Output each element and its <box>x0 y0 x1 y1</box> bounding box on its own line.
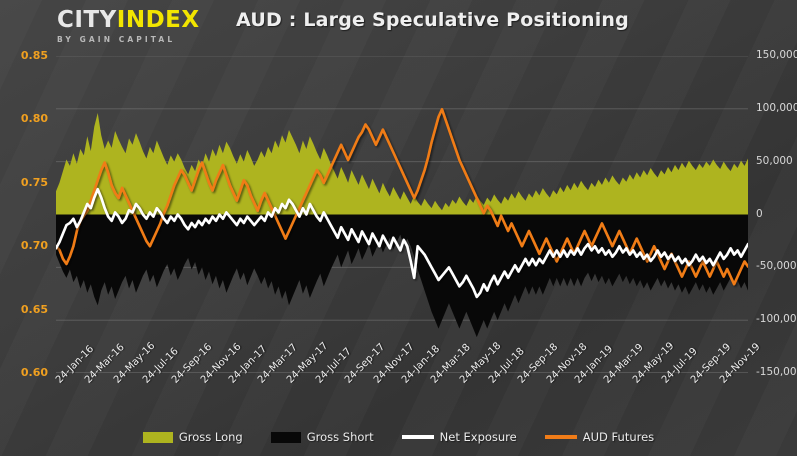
page-title: AUD : Large Speculative Positioning <box>236 9 629 31</box>
y-axis-right-tick: 100,000 <box>756 101 797 114</box>
y-axis-right-tick: -100,000 <box>756 313 797 326</box>
y-axis-left-tick: 0.75 <box>20 175 48 189</box>
legend-swatch-icon <box>401 435 434 439</box>
brand-logo: CITYINDEX BY GAIN CAPITAL <box>57 7 207 45</box>
legend-item[interactable]: AUD Futures <box>544 430 655 444</box>
chart-svg <box>56 56 748 373</box>
legend-label: Gross Short <box>306 430 374 444</box>
y-axis-right-tick: -150,000 <box>756 366 797 378</box>
chart-legend: Gross Long Gross Short Net Exposure AUD Fut… <box>0 430 797 444</box>
legend-swatch-icon <box>142 431 173 443</box>
legend-swatch-icon <box>270 431 301 443</box>
legend-item[interactable]: Gross Long <box>142 430 243 444</box>
y-axis-left-tick: 0.65 <box>20 302 48 316</box>
y-axis-left-tick: 0.70 <box>20 239 48 253</box>
y-axis-left-tick: 0.80 <box>20 112 48 126</box>
brand-word-city: CITY <box>57 7 117 33</box>
legend-item[interactable]: Net Exposure <box>401 430 517 444</box>
legend-label: Gross Long <box>178 430 243 444</box>
legend-swatch-icon <box>544 435 577 439</box>
y-axis-right-tick: -50,000 <box>756 260 797 273</box>
legend-label: Net Exposure <box>439 430 517 444</box>
y-axis-right-tick: 150,000 <box>756 49 797 61</box>
legend-item[interactable]: Gross Short <box>270 430 374 444</box>
y-axis-right-tick: 0 <box>756 207 763 220</box>
brand-tagline: BY GAIN CAPITAL <box>57 35 176 44</box>
y-axis-left-tick: 0.60 <box>20 366 48 379</box>
brand-word-index: INDEX <box>116 7 200 33</box>
plot-area <box>56 56 748 373</box>
y-axis-left-tick: 0.85 <box>20 49 48 62</box>
y-axis-right-tick: 50,000 <box>756 154 793 167</box>
legend-label: AUD Futures <box>582 430 655 444</box>
